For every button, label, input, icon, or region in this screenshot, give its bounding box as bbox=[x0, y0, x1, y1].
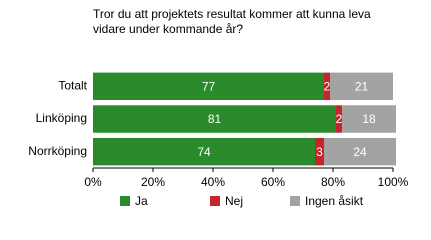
x-tick-label: 60% bbox=[261, 175, 285, 189]
chart-title: Tror du att projektets resultat kommer a… bbox=[93, 7, 371, 36]
bar-segment bbox=[93, 137, 315, 166]
x-tick-label: 20% bbox=[141, 175, 165, 189]
legend-swatch bbox=[210, 196, 220, 206]
bar-segment bbox=[324, 72, 330, 101]
bar-segment bbox=[330, 72, 393, 101]
bar-segment bbox=[336, 105, 342, 133]
bar-segment bbox=[315, 137, 324, 166]
bar-segment bbox=[93, 72, 324, 101]
data-label: 2 bbox=[336, 112, 343, 126]
legend-label: Ja bbox=[135, 194, 148, 208]
bar-segment bbox=[93, 105, 336, 133]
bar-segment bbox=[324, 137, 396, 166]
legend-swatch bbox=[120, 196, 130, 206]
data-label: 2 bbox=[324, 80, 331, 94]
legend-label: Nej bbox=[225, 194, 243, 208]
data-label: 81 bbox=[208, 112, 222, 126]
x-tick-label: 100% bbox=[378, 175, 409, 189]
chart: Tror du att projektets resultat kommer a… bbox=[28, 7, 409, 208]
legend-label: Ingen åsikt bbox=[305, 194, 364, 208]
data-label: 24 bbox=[353, 145, 367, 159]
bar-segment bbox=[342, 105, 396, 133]
legend-swatch bbox=[290, 196, 300, 206]
data-label: 3 bbox=[316, 145, 323, 159]
data-label: 77 bbox=[202, 80, 216, 94]
y-tick-label: Norrköping bbox=[28, 144, 87, 158]
x-tick-label: 0% bbox=[84, 175, 102, 189]
data-label: 18 bbox=[362, 112, 376, 126]
y-tick-label: Totalt bbox=[58, 79, 87, 93]
data-label: 21 bbox=[355, 80, 369, 94]
x-tick-label: 80% bbox=[321, 175, 345, 189]
x-tick-label: 40% bbox=[201, 175, 225, 189]
plot: 0% 20% 40% 60% 80% 100% Totalt 77 2 21 Linköping 81… bbox=[28, 72, 409, 208]
data-label: 74 bbox=[197, 145, 211, 159]
y-tick-label: Linköping bbox=[36, 111, 87, 125]
